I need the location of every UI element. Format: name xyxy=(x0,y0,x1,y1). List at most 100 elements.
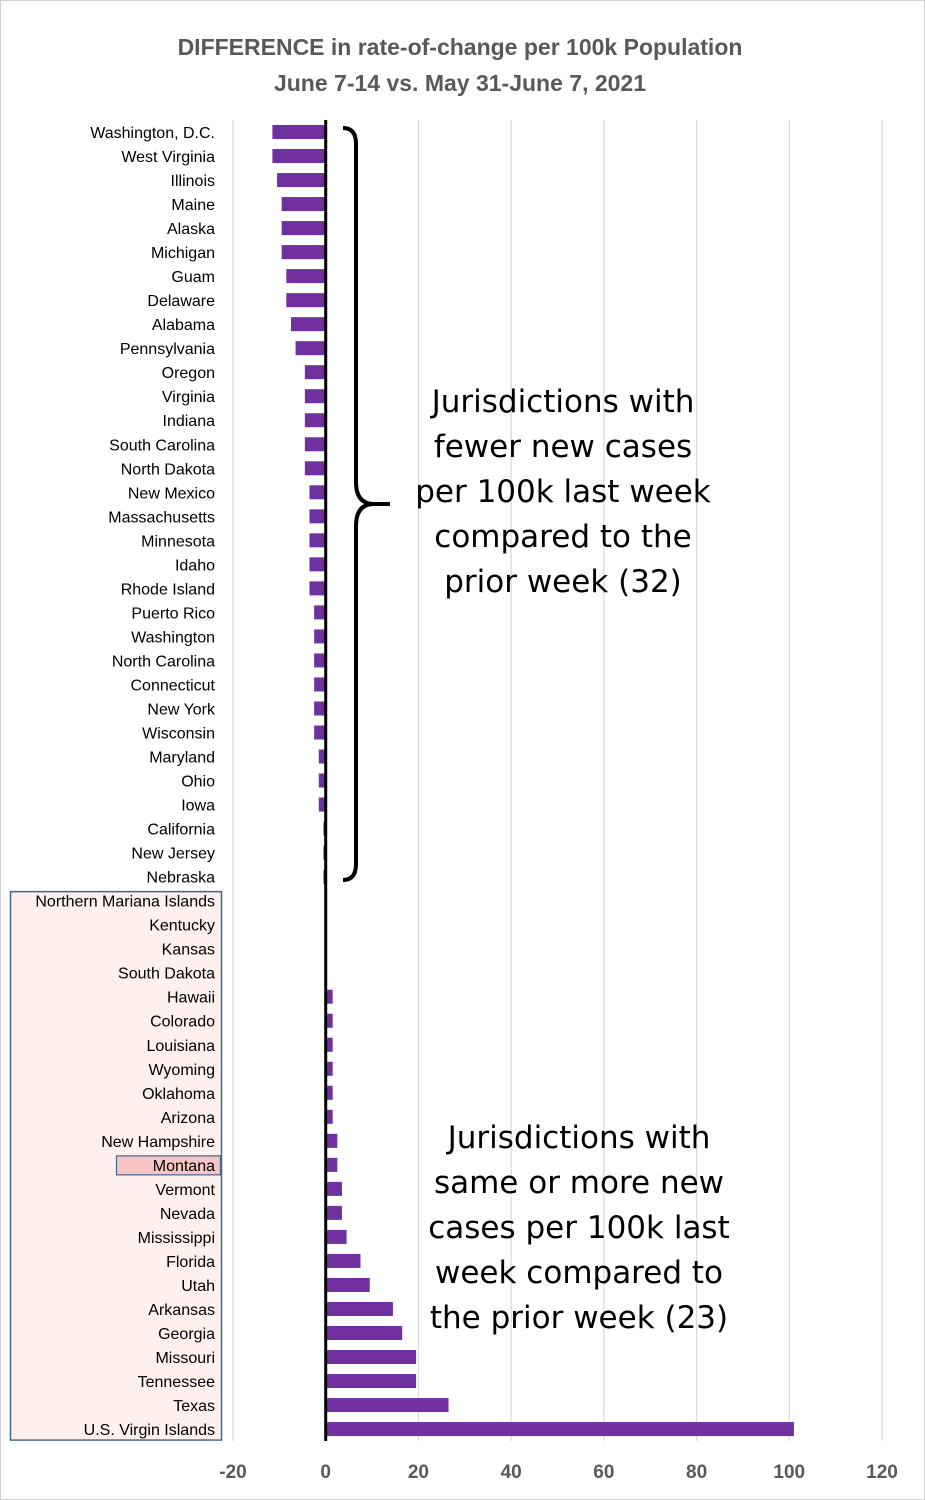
chart-title-line-1: DIFFERENCE in rate-of-change per 100k Po… xyxy=(178,34,743,60)
category-label: Hawaii xyxy=(167,990,215,1007)
category-label: Rhode Island xyxy=(121,581,215,598)
bar xyxy=(304,461,326,476)
category-label: Mississippi xyxy=(138,1230,215,1247)
category-label: South Dakota xyxy=(118,966,215,983)
curly-brace xyxy=(342,126,390,882)
bar xyxy=(325,1085,333,1100)
category-label: Georgia xyxy=(158,1326,215,1343)
bar xyxy=(281,221,326,236)
bar xyxy=(325,1422,794,1437)
highlight-montana-label xyxy=(115,1155,222,1176)
category-label: Vermont xyxy=(155,1182,215,1199)
category-label: Oregon xyxy=(162,365,215,382)
category-label: Arkansas xyxy=(148,1302,215,1319)
bar xyxy=(314,677,326,692)
bar xyxy=(325,1398,449,1413)
highlight-layer xyxy=(9,890,223,1441)
category-label: North Carolina xyxy=(112,653,215,670)
bar xyxy=(277,173,326,188)
bar xyxy=(286,269,326,284)
x-tick-label: 60 xyxy=(593,1462,614,1483)
bar xyxy=(304,437,326,452)
category-label: Maine xyxy=(171,197,215,214)
annotation-more-line-5: the prior week (23) xyxy=(430,1300,728,1336)
x-tick-label: 80 xyxy=(686,1462,707,1483)
bar xyxy=(325,1181,342,1196)
bar xyxy=(318,749,326,764)
category-label: Wisconsin xyxy=(142,726,215,743)
bar xyxy=(325,1326,403,1340)
category-label: New Jersey xyxy=(131,846,215,863)
category-label: Indiana xyxy=(163,413,216,430)
category-label: Missouri xyxy=(155,1350,215,1367)
annotation-more-cases: Jurisdictions with same or more new case… xyxy=(428,1120,730,1336)
bar xyxy=(295,341,326,356)
x-tick-label: 120 xyxy=(866,1462,898,1483)
category-label: New Hampshire xyxy=(101,1134,215,1151)
bar xyxy=(304,413,326,428)
bar xyxy=(281,197,326,212)
bar xyxy=(309,557,326,572)
bar xyxy=(325,1109,333,1124)
category-label: Maryland xyxy=(149,750,215,767)
annotation-more-line-2: same or more new xyxy=(434,1165,724,1201)
annotation-fewer-cases: Jurisdictions with fewer new cases per 1… xyxy=(415,384,711,600)
category-label: Wyoming xyxy=(148,1062,215,1079)
bar xyxy=(325,1301,393,1316)
bar xyxy=(318,773,326,788)
category-label: Texas xyxy=(173,1398,215,1415)
x-tick-label: -20 xyxy=(219,1462,246,1483)
category-label: Washington, D.C. xyxy=(90,125,215,142)
category-label: Northern Mariana Islands xyxy=(35,894,215,911)
annotation-fewer-line-5: prior week (32) xyxy=(444,564,682,600)
bar xyxy=(309,533,326,548)
category-label: Illinois xyxy=(171,173,215,190)
category-label: West Virginia xyxy=(121,149,215,166)
bar xyxy=(325,1229,347,1244)
bar xyxy=(325,989,333,1004)
bar xyxy=(314,725,326,740)
annotation-fewer-line-4: compared to the xyxy=(434,519,691,555)
bar xyxy=(290,317,326,332)
category-label: Tennessee xyxy=(138,1374,215,1391)
category-label: New Mexico xyxy=(128,485,215,502)
bars xyxy=(272,125,794,1437)
x-tick-label: 40 xyxy=(501,1462,522,1483)
category-label: Virginia xyxy=(162,389,215,406)
bar xyxy=(304,365,326,380)
annotation-fewer-line-2: fewer new cases xyxy=(434,429,692,465)
chart-title-line-2: June 7-14 vs. May 31-June 7, 2021 xyxy=(274,70,646,96)
bar xyxy=(309,509,326,524)
bar xyxy=(314,701,326,716)
bar xyxy=(309,485,326,500)
category-label: Guam xyxy=(171,269,215,286)
bar xyxy=(286,293,326,308)
x-tick-label: 100 xyxy=(773,1462,805,1483)
category-label: Florida xyxy=(166,1254,215,1271)
category-labels: Washington, D.C. West Virginia Illinois Mai… xyxy=(35,125,216,1439)
bar xyxy=(281,245,326,260)
gridlines xyxy=(232,120,883,1441)
bar xyxy=(325,1157,338,1172)
x-tick-label: 20 xyxy=(408,1462,429,1483)
category-label: Arizona xyxy=(161,1110,215,1127)
category-label: Kentucky xyxy=(149,918,215,935)
bar xyxy=(325,1374,417,1389)
annotation-more-line-4: week compared to xyxy=(435,1255,723,1291)
category-label: New York xyxy=(147,701,216,718)
category-label: South Carolina xyxy=(109,437,215,454)
bar xyxy=(272,125,326,139)
category-label: Nevada xyxy=(160,1206,215,1223)
category-label: Utah xyxy=(181,1278,215,1295)
bar xyxy=(325,1061,333,1076)
bar xyxy=(325,1205,342,1220)
bar xyxy=(325,1133,338,1148)
category-label: Minnesota xyxy=(141,533,215,550)
bar xyxy=(309,581,326,596)
category-label: U.S. Virgin Islands xyxy=(84,1422,215,1439)
annotation-fewer-line-3: per 100k last week xyxy=(415,474,711,510)
bar xyxy=(325,1037,333,1052)
bar xyxy=(325,1013,333,1028)
category-label: Michigan xyxy=(151,245,215,262)
